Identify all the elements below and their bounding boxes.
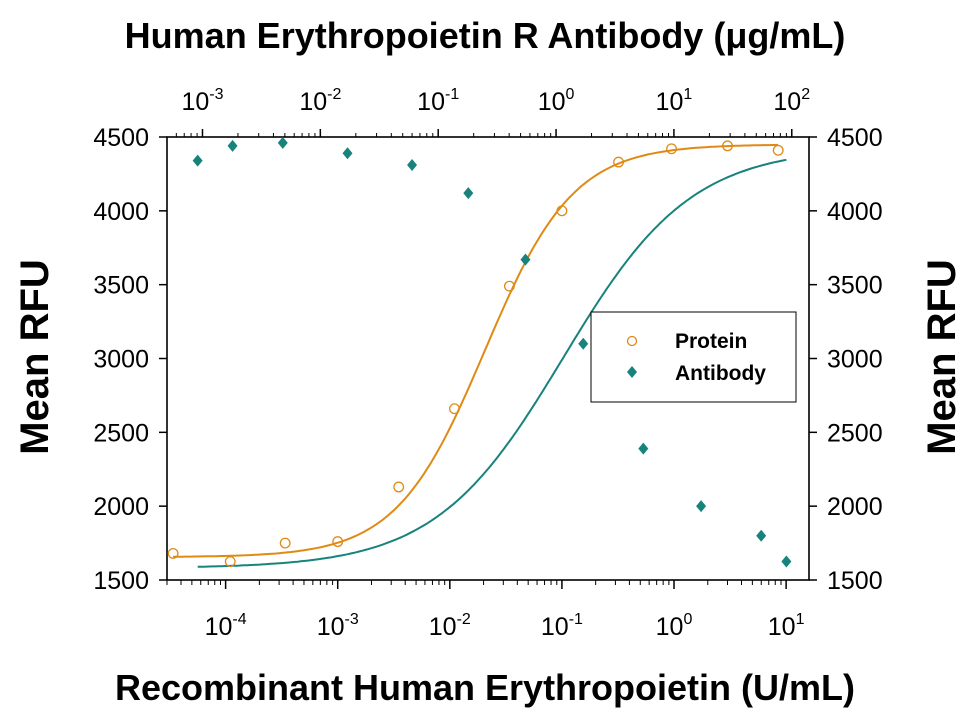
x-top-tick-label-base: 10 — [417, 88, 445, 116]
data-points — [167, 136, 792, 568]
x-bottom-tick-label-exponent: -2 — [457, 611, 471, 628]
x-bottom-tick-label-base: 10 — [205, 613, 233, 641]
y-tick-label-right: 2500 — [827, 419, 883, 447]
y-tick-label-right: 1500 — [827, 567, 883, 595]
data-point-protein — [613, 156, 624, 168]
legend: Protein Antibody — [590, 311, 797, 403]
x-bottom-tick-label: 10-1 — [541, 611, 583, 641]
data-point-protein — [449, 403, 460, 415]
x-bottom-tick-label: 101 — [768, 611, 805, 641]
data-point-protein — [332, 536, 344, 548]
data-point-protein — [503, 280, 515, 292]
x-top-tick-label-exponent: 0 — [566, 86, 575, 103]
y-tick-label-right: 3500 — [827, 272, 883, 300]
data-point-protein — [167, 547, 179, 559]
x-top-tick-label: 100 — [538, 86, 575, 116]
x-top-tick-label-base: 10 — [299, 88, 327, 116]
y-tick-label-left: 2500 — [93, 419, 149, 447]
data-point-protein — [722, 140, 733, 152]
x-bottom-tick-label-base: 10 — [768, 613, 796, 641]
data-point-protein — [393, 481, 405, 493]
x-top-tick-label-base: 10 — [656, 88, 684, 116]
y-tick-label-right: 2000 — [827, 493, 883, 521]
data-point-antibody — [463, 187, 474, 200]
data-point-protein — [224, 556, 236, 567]
data-point-antibody — [342, 147, 353, 160]
y-tick-label-left: 3500 — [93, 272, 149, 300]
chart-title-top-axis: Human Erythropoietin R Antibody (μg/mL) — [125, 15, 846, 56]
x-top-tick-label: 101 — [656, 86, 693, 116]
data-point-antibody — [781, 555, 792, 568]
x-top-tick-label: 102 — [773, 86, 810, 116]
y-tick-label-left: 2000 — [93, 493, 149, 521]
axis-ticks: 1500 1500 2000 2000 2500 2500 3000 3000 3500 3500… — [93, 86, 882, 641]
x-bottom-tick-label-base: 10 — [541, 613, 569, 641]
x-bottom-tick-label-exponent: -4 — [232, 611, 246, 628]
data-point-antibody — [520, 253, 531, 266]
y-axis-label-left: Mean RFU — [13, 259, 57, 455]
data-point-antibody — [696, 500, 707, 513]
y-tick-label-left: 4500 — [93, 124, 149, 152]
x-top-tick-label: 10-3 — [181, 86, 223, 116]
x-top-tick-label-exponent: 1 — [683, 86, 692, 103]
x-bottom-tick-label-exponent: 1 — [796, 611, 805, 628]
data-point-antibody — [192, 154, 203, 167]
data-point-protein — [556, 205, 568, 217]
x-top-tick-label: 10-2 — [299, 86, 341, 116]
x-top-tick-label-base: 10 — [538, 88, 566, 116]
x-axis-label-bottom: Recombinant Human Erythropoietin (U/mL) — [115, 667, 855, 708]
y-tick-label-right: 4500 — [827, 124, 883, 152]
fit-curve-protein — [173, 143, 779, 558]
x-bottom-tick-label-base: 10 — [317, 613, 345, 641]
x-bottom-tick-label-base: 10 — [656, 613, 684, 641]
legend-label-protein: Protein — [675, 330, 747, 353]
x-top-tick-label-exponent: -1 — [445, 86, 459, 103]
x-bottom-tick-label-exponent: -1 — [569, 611, 583, 628]
y-tick-label-left: 1500 — [93, 567, 149, 595]
y-tick-label-right: 4000 — [827, 198, 883, 226]
fit-curve-antibody — [197, 158, 787, 568]
legend-marker-antibody — [627, 366, 637, 378]
y-tick-label-left: 4000 — [93, 198, 149, 226]
data-point-protein — [772, 144, 784, 156]
y-tick-label-left: 3000 — [93, 346, 149, 374]
data-point-antibody — [638, 442, 649, 455]
x-top-tick-label-exponent: -3 — [209, 86, 223, 103]
x-top-tick-label-exponent: 2 — [801, 86, 810, 103]
legend-box — [590, 311, 797, 403]
data-point-antibody — [407, 159, 418, 172]
legend-label-antibody: Antibody — [675, 362, 766, 385]
x-bottom-tick-label: 10-3 — [317, 611, 359, 641]
data-point-antibody — [578, 337, 589, 350]
x-top-tick-label-base: 10 — [773, 88, 801, 116]
data-point-antibody — [227, 139, 238, 152]
x-top-tick-label: 10-1 — [417, 86, 459, 116]
y-axis-label-right: Mean RFU — [920, 259, 964, 455]
x-bottom-tick-label: 10-4 — [205, 611, 247, 641]
data-point-antibody — [277, 136, 288, 149]
data-point-protein — [279, 537, 291, 549]
data-point-antibody — [756, 529, 767, 542]
x-bottom-tick-label-exponent: 0 — [683, 611, 692, 628]
x-bottom-tick-label: 100 — [656, 611, 693, 641]
x-top-tick-label-exponent: -2 — [327, 86, 341, 103]
fit-curves — [173, 143, 787, 568]
x-bottom-tick-label-exponent: -3 — [345, 611, 359, 628]
data-point-protein — [666, 143, 677, 155]
x-top-tick-label-base: 10 — [181, 88, 209, 116]
y-tick-label-right: 3000 — [827, 346, 883, 374]
legend-marker-protein — [626, 335, 638, 347]
x-bottom-tick-label-base: 10 — [429, 613, 457, 641]
x-bottom-tick-label: 10-2 — [429, 611, 471, 641]
